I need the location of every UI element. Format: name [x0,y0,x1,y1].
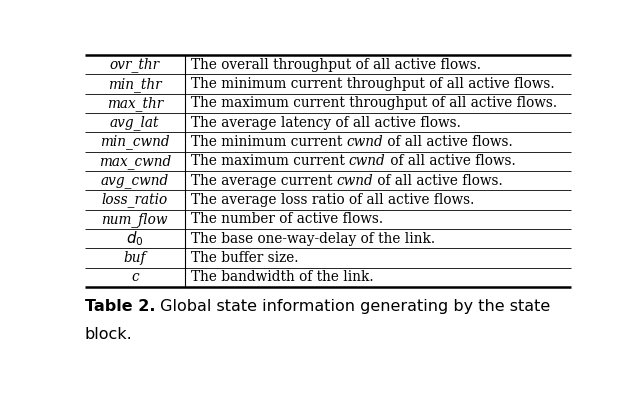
Text: max_thr: max_thr [107,96,163,111]
Text: The maximum current: The maximum current [191,154,349,168]
Text: Table 2.: Table 2. [85,299,156,314]
Text: The overall throughput of all active flows.: The overall throughput of all active flo… [191,58,481,72]
Text: The number of active flows.: The number of active flows. [191,212,383,226]
Text: The minimum current throughput of all active flows.: The minimum current throughput of all ac… [191,77,554,91]
Text: The minimum current: The minimum current [191,135,346,149]
Text: block.: block. [85,327,132,341]
Text: avg_lat: avg_lat [110,115,159,130]
Text: cwnd: cwnd [349,154,385,168]
Text: cwnd: cwnd [346,135,383,149]
Text: Global state information generating by the state: Global state information generating by t… [156,299,550,314]
Text: min_thr: min_thr [108,77,161,91]
Text: The average loss ratio of all active flows.: The average loss ratio of all active flo… [191,193,474,207]
Text: max_cwnd: max_cwnd [99,154,171,169]
Text: of all active flows.: of all active flows. [373,174,503,188]
Text: The average current: The average current [191,174,337,188]
Text: ovr_thr: ovr_thr [109,57,160,72]
Text: The bandwidth of the link.: The bandwidth of the link. [191,270,373,284]
Text: num_flow: num_flow [102,212,168,227]
Text: The average latency of all active flows.: The average latency of all active flows. [191,116,460,130]
Text: The buffer size.: The buffer size. [191,251,298,265]
Text: c: c [131,270,139,284]
Text: of all active flows.: of all active flows. [383,135,513,149]
Text: cwnd: cwnd [337,174,373,188]
Text: buf: buf [124,251,146,265]
Text: of all active flows.: of all active flows. [385,154,515,168]
Text: avg_cwnd: avg_cwnd [100,173,169,188]
Text: The base one-way-delay of the link.: The base one-way-delay of the link. [191,232,435,246]
Text: loss_ratio: loss_ratio [102,192,168,208]
Text: The maximum current throughput of all active flows.: The maximum current throughput of all ac… [191,96,557,110]
Text: $d_0$: $d_0$ [126,229,143,248]
Text: min_cwnd: min_cwnd [100,135,170,149]
